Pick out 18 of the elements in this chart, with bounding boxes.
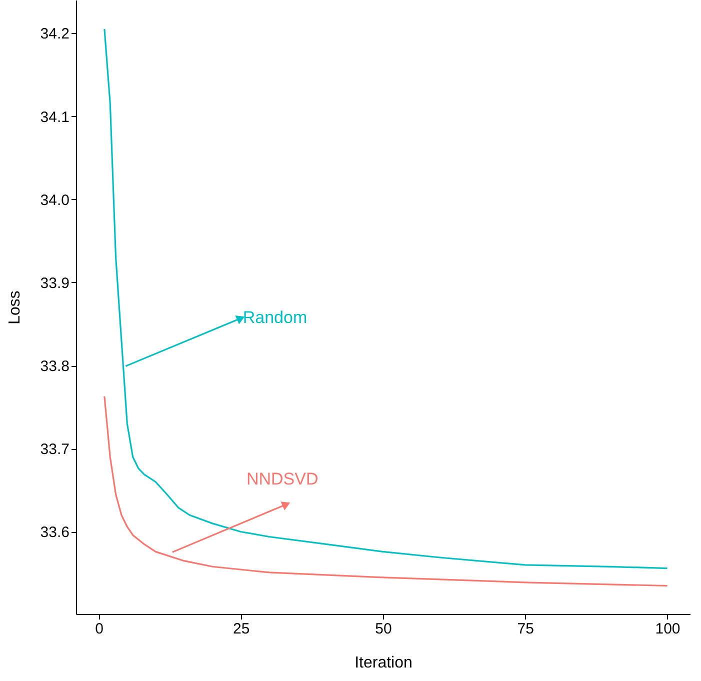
y-tick-label: 33.9	[40, 274, 70, 292]
y-tick-label: 34.2	[40, 26, 70, 43]
y-axis-title: Loss	[6, 290, 24, 324]
line-series	[104, 28, 668, 570]
x-tick-label: 100	[655, 620, 680, 638]
x-tick-label: 25	[233, 620, 250, 638]
line-series	[104, 396, 668, 587]
y-tick-label: 34.1	[40, 108, 70, 126]
y-tick-label: 33.8	[40, 358, 70, 376]
y-tick-label: 33.6	[40, 524, 70, 542]
x-axis-title: Iteration	[354, 654, 412, 672]
annotation: Random	[242, 308, 308, 328]
x-tick-label: 75	[517, 620, 534, 638]
y-tick-label: 34.0	[40, 192, 70, 209]
y-tick-label: 33.7	[40, 441, 70, 458]
x-tick-label: 0	[95, 620, 104, 638]
x-tick-label: 50	[375, 620, 392, 638]
annotation: NNDSVD	[246, 469, 318, 488]
